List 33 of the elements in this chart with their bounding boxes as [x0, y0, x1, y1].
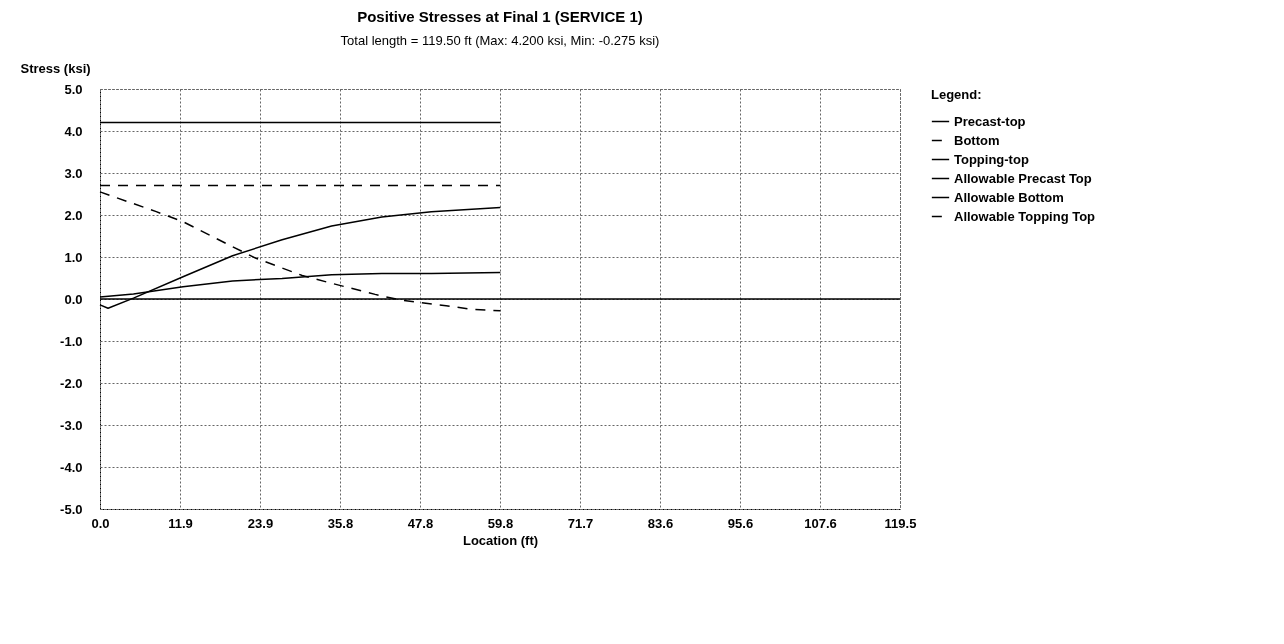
y-tick-label: 1.0	[64, 249, 83, 265]
legend-label: Topping-top	[954, 151, 1029, 167]
x-tick-label: 119.5	[884, 515, 917, 531]
legend-label: Precast-top	[954, 113, 1026, 129]
y-tick-label: -1.0	[60, 333, 83, 349]
y-tick-label: 3.0	[64, 165, 83, 181]
y-tick-label: 4.0	[64, 123, 83, 139]
y-tick-label: -5.0	[60, 501, 83, 517]
y-tick-label: 5.0	[64, 81, 83, 97]
x-tick-label: 107.6	[804, 515, 837, 531]
x-tick-label: 47.8	[407, 515, 434, 531]
x-axis-title: Location (ft)	[462, 532, 539, 548]
x-tick-label: 11.9	[168, 515, 193, 531]
x-tick-label: 83.6	[647, 515, 674, 531]
y-tick-label: -4.0	[60, 459, 83, 475]
y-tick-label: 0.0	[64, 291, 83, 307]
x-tick-label: 35.8	[327, 515, 354, 531]
chart-title: Positive Stresses at Final 1 (SERVICE 1)	[357, 8, 643, 25]
chart-subtitle: Total length = 119.50 ft (Max: 4.200 ksi, Min: -0.275 ksi)	[340, 33, 660, 48]
x-tick-label: 23.9	[247, 515, 274, 531]
legend-label: Bottom	[954, 132, 1000, 148]
legend-label: Allowable Bottom	[954, 189, 1064, 205]
x-tick-label: 71.7	[567, 515, 594, 531]
legend-title: Legend:	[931, 87, 982, 102]
legend-label: Allowable Precast Top	[954, 170, 1092, 186]
y-tick-label: -2.0	[60, 375, 83, 391]
y-tick-label: -3.0	[60, 417, 83, 433]
x-tick-label: 95.6	[727, 515, 754, 531]
x-tick-label: 59.8	[487, 515, 514, 531]
legend-label: Allowable Topping Top	[954, 208, 1096, 224]
y-axis-title: Stress (ksi)	[20, 60, 91, 76]
y-tick-label: 2.0	[64, 207, 83, 223]
x-tick-label: 0.0	[91, 515, 110, 531]
